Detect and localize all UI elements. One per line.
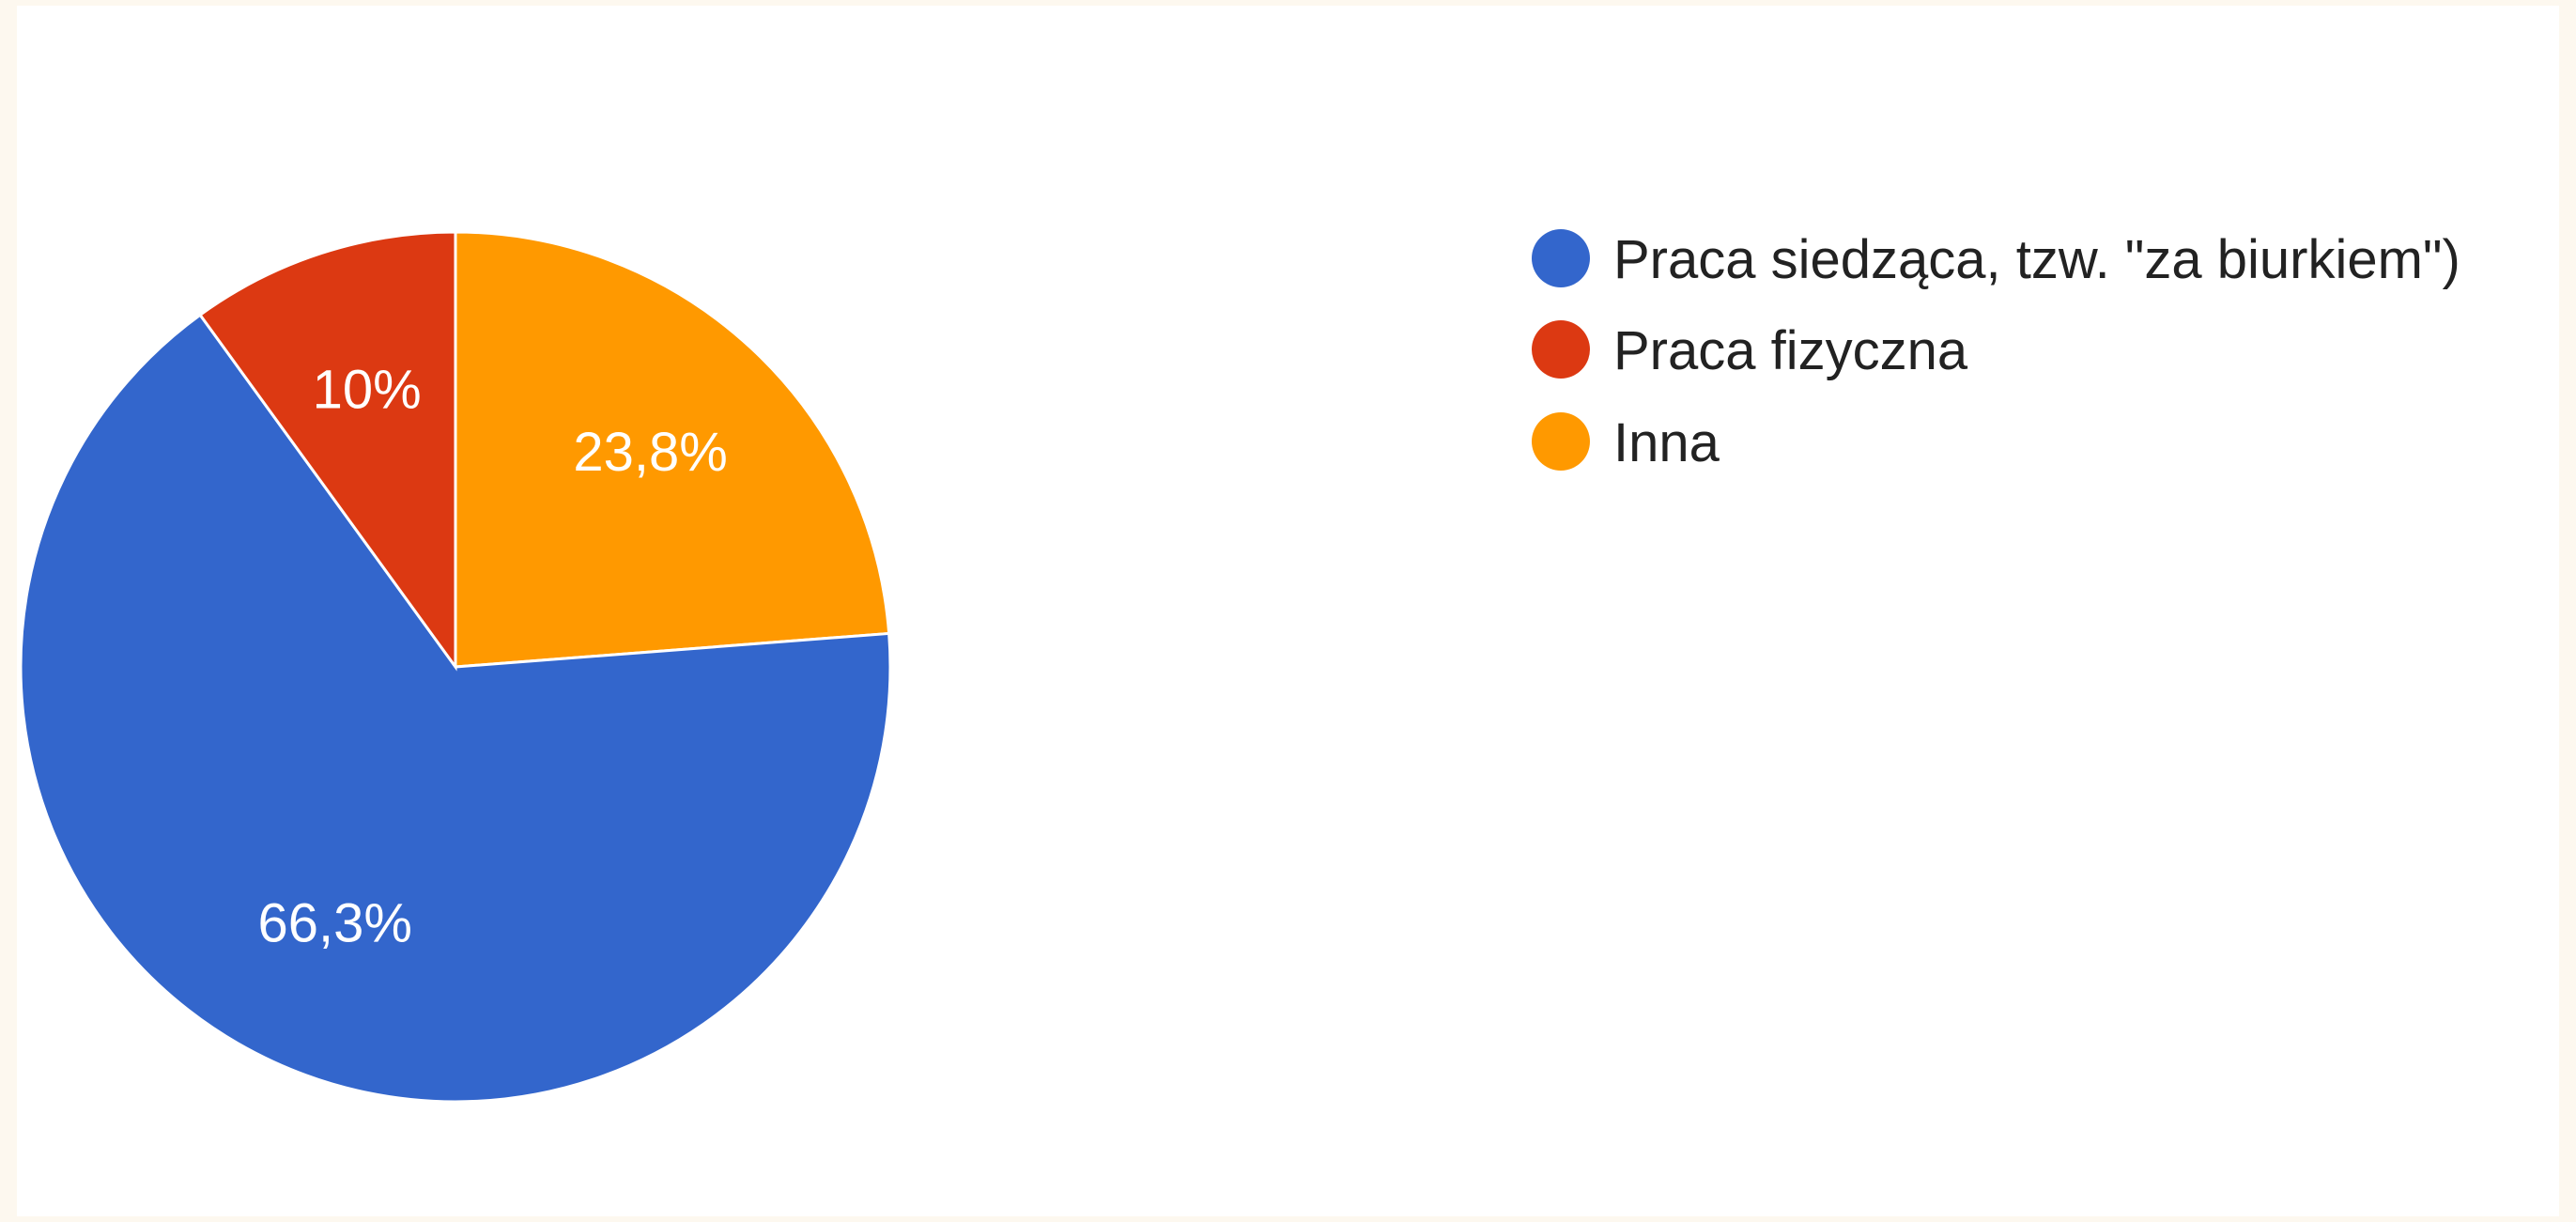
legend-label-1: Praca siedząca, tzw. "za biurkiem")	[1613, 229, 2460, 290]
legend: Praca siedząca, tzw. "za biurkiem") Prac…	[1532, 229, 2460, 473]
legend-swatch-3	[1532, 412, 1590, 471]
pie-slice-label-3: 23,8%	[573, 422, 727, 483]
legend-label-3: Inna	[1613, 412, 1720, 473]
legend-swatch-1	[1532, 229, 1590, 287]
pie-slice-2[interactable]	[197, 230, 457, 672]
legend-entry-2[interactable]: Praca fizyczna	[1532, 320, 1968, 381]
pie-slice-label-2: 10%	[313, 360, 422, 421]
legend-swatch-2	[1532, 320, 1590, 379]
pie-slices	[19, 230, 892, 1104]
pie-slice-labels: 23,8% 66,3% 10%	[258, 360, 728, 954]
pie-slice-3[interactable]	[454, 230, 891, 669]
pie-slice-label-1: 66,3%	[258, 893, 412, 954]
pie-slice-1[interactable]	[19, 313, 892, 1104]
legend-entry-3[interactable]: Inna	[1532, 412, 1720, 473]
legend-entry-1[interactable]: Praca siedząca, tzw. "za biurkiem")	[1532, 229, 2460, 290]
legend-label-2: Praca fizyczna	[1613, 320, 1968, 381]
